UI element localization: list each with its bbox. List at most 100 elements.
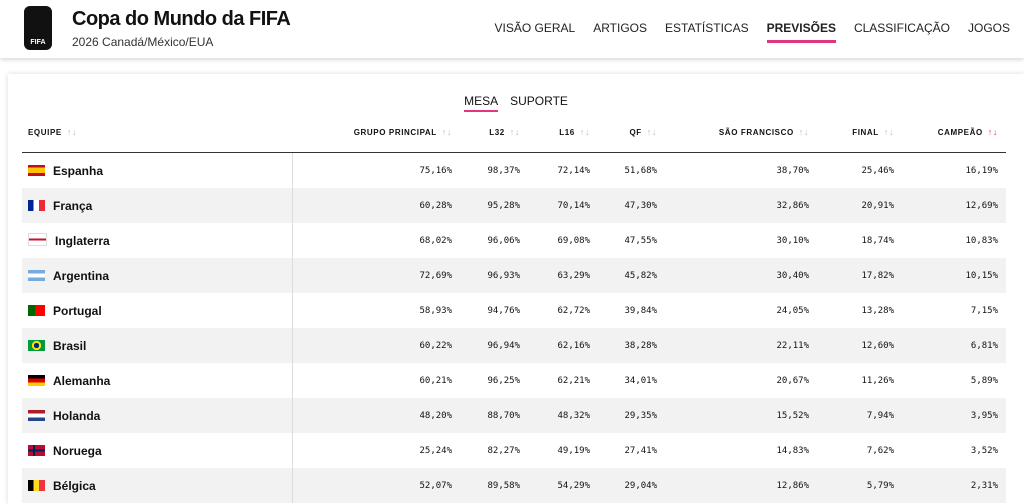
team-cell: Alemanha <box>22 363 293 398</box>
site-title: Copa do Mundo da FIFA <box>72 8 291 30</box>
table-row[interactable]: Holanda 48,20% 88,70% 48,32% 29,35% 15,52% 7,9… <box>22 398 1006 433</box>
cell: 88,70% <box>460 398 528 433</box>
team-name: Brasil <box>53 338 87 353</box>
table-body: Espanha 75,16% 98,37% 72,14% 51,68% 38,70% 25,… <box>22 152 1006 503</box>
sort-icon: ↑↓ <box>646 127 657 137</box>
nav-link[interactable]: PREVISÕES <box>766 21 836 43</box>
cell-value: 7,62% <box>866 445 894 456</box>
cell: 2,31% <box>902 468 1006 503</box>
cell: 45,82% <box>598 258 665 293</box>
nav-link[interactable]: ARTIGOS <box>593 21 648 35</box>
cell-value: 45,82% <box>624 270 657 281</box>
cell: 3,95% <box>902 398 1006 433</box>
sort-icon: ↑↓ <box>987 127 998 137</box>
column-header[interactable]: SÃO FRANCISCO ↑↓ <box>665 124 817 153</box>
cell: 72,14% <box>528 153 598 189</box>
column-header[interactable]: CAMPEÃO ↑↓ <box>902 124 1006 153</box>
cell-value: 52,07% <box>419 480 452 491</box>
cell: 62,16% <box>528 328 598 363</box>
team-name: França <box>53 198 93 213</box>
cell: 5,89% <box>902 363 1006 398</box>
table-row[interactable]: Argentina 72,69% 96,93% 63,29% 45,82% 30,40% 1… <box>22 258 1006 293</box>
column-header[interactable]: FINAL ↑↓ <box>817 124 902 153</box>
table-row[interactable]: Alemanha 60,21% 96,25% 62,21% 34,01% 20,67% 11… <box>22 363 1006 398</box>
cell-value: 29,04% <box>624 480 657 491</box>
cell-value: 51,68% <box>624 165 657 176</box>
column-header[interactable]: EQUIPE ↑↓ <box>22 124 292 153</box>
nav: VISÃO GERAL ARTIGOS ESTATÍSTICAS PREVISÕES C… <box>495 21 1010 43</box>
cell-value: 47,55% <box>624 235 657 246</box>
cell-value: 58,93% <box>419 305 452 316</box>
cell: 52,07% <box>292 468 460 503</box>
nav-link[interactable]: CLASSIFICAÇÃO <box>853 21 950 35</box>
team-name: Noruega <box>53 443 102 458</box>
cell: 48,20% <box>292 398 460 433</box>
column-header[interactable]: QF ↑↓ <box>598 124 665 153</box>
team-cell: Bélgica <box>22 468 293 503</box>
cell-value: 62,72% <box>557 305 590 316</box>
nav-link[interactable]: JOGOS <box>967 21 1010 35</box>
cell-value: 10,15% <box>965 270 998 281</box>
table-row[interactable]: Noruega 25,24% 82,27% 49,19% 27,41% 14,83% 7,6… <box>22 433 1006 468</box>
team-cell: Brasil <box>22 328 293 363</box>
flag <box>28 304 45 316</box>
table-row[interactable]: Bélgica 52,07% 89,58% 54,29% 29,04% 12,86% 5,7… <box>22 468 1006 503</box>
column-header[interactable]: L16 ↑↓ <box>528 124 598 153</box>
cell-value: 96,25% <box>487 375 520 386</box>
nav-link[interactable]: VISÃO GERAL <box>494 21 576 35</box>
sort-icon: ↑↓ <box>883 127 894 137</box>
cell-value: 12,69% <box>965 200 998 211</box>
table-row[interactable]: Portugal 58,93% 94,76% 62,72% 39,84% 24,05% 13… <box>22 293 1006 328</box>
cell: 13,28% <box>817 293 902 328</box>
cell-value: 98,37% <box>487 165 520 176</box>
cell-value: 2,31% <box>970 480 998 491</box>
cell-value: 62,21% <box>557 375 590 386</box>
cell: 75,16% <box>292 153 460 189</box>
cell-value: 62,16% <box>557 340 590 351</box>
team-name: Espanha <box>53 163 104 178</box>
flag <box>28 409 45 421</box>
tab[interactable]: MESA <box>464 94 499 112</box>
cell-value: 13,28% <box>861 305 894 316</box>
cell-value: 15,52% <box>776 410 809 421</box>
nav-link[interactable]: ESTATÍSTICAS <box>665 21 749 35</box>
table-row[interactable]: Inglaterra 68,02% 96,06% 69,08% 47,55% 30,10%… <box>22 223 1006 258</box>
column-header[interactable]: GRUPO PRINCIPAL ↑↓ <box>292 124 460 153</box>
cell-value: 96,93% <box>487 270 520 281</box>
cell: 30,40% <box>665 258 817 293</box>
tab[interactable]: SUPORTE <box>510 94 568 108</box>
cell: 24,05% <box>665 293 817 328</box>
cell-value: 60,28% <box>419 200 452 211</box>
table-row[interactable]: Brasil 60,22% 96,94% 62,16% 38,28% 22,11% 12,6… <box>22 328 1006 363</box>
table-row[interactable]: Espanha 75,16% 98,37% 72,14% 51,68% 38,70% 25,… <box>22 152 1006 189</box>
cell-value: 54,29% <box>557 480 590 491</box>
cell: 5,79% <box>817 468 902 503</box>
table-row[interactable]: França 60,28% 95,28% 70,14% 47,30% 32,86% 20,9… <box>22 188 1006 223</box>
sort-icon: ↑↓ <box>798 127 809 137</box>
cell-value: 70,14% <box>557 200 590 211</box>
cell-value: 48,32% <box>557 410 590 421</box>
cell-value: 29,35% <box>624 410 657 421</box>
cell-value: 82,27% <box>487 445 520 456</box>
cell-value: 20,67% <box>776 375 809 386</box>
cell: 39,84% <box>598 293 665 328</box>
column-label: FINAL <box>852 128 879 137</box>
team-cell: Holanda <box>22 398 293 433</box>
cell-value: 63,29% <box>557 270 590 281</box>
cell: 14,83% <box>665 433 817 468</box>
cell-value: 72,14% <box>557 165 590 176</box>
column-label: QF <box>629 128 642 137</box>
cell-value: 22,11% <box>776 340 809 351</box>
logo[interactable]: FIFA <box>24 6 52 50</box>
flag <box>28 269 45 281</box>
cell-value: 25,24% <box>419 445 452 456</box>
cell: 18,74% <box>817 223 902 258</box>
cell: 3,52% <box>902 433 1006 468</box>
team-name: Inglaterra <box>55 234 110 248</box>
cell-value: 3,95% <box>970 410 998 421</box>
flag <box>28 444 45 456</box>
cell: 7,62% <box>817 433 902 468</box>
column-header[interactable]: L32 ↑↓ <box>460 124 528 153</box>
cell-value: 38,28% <box>624 340 657 351</box>
